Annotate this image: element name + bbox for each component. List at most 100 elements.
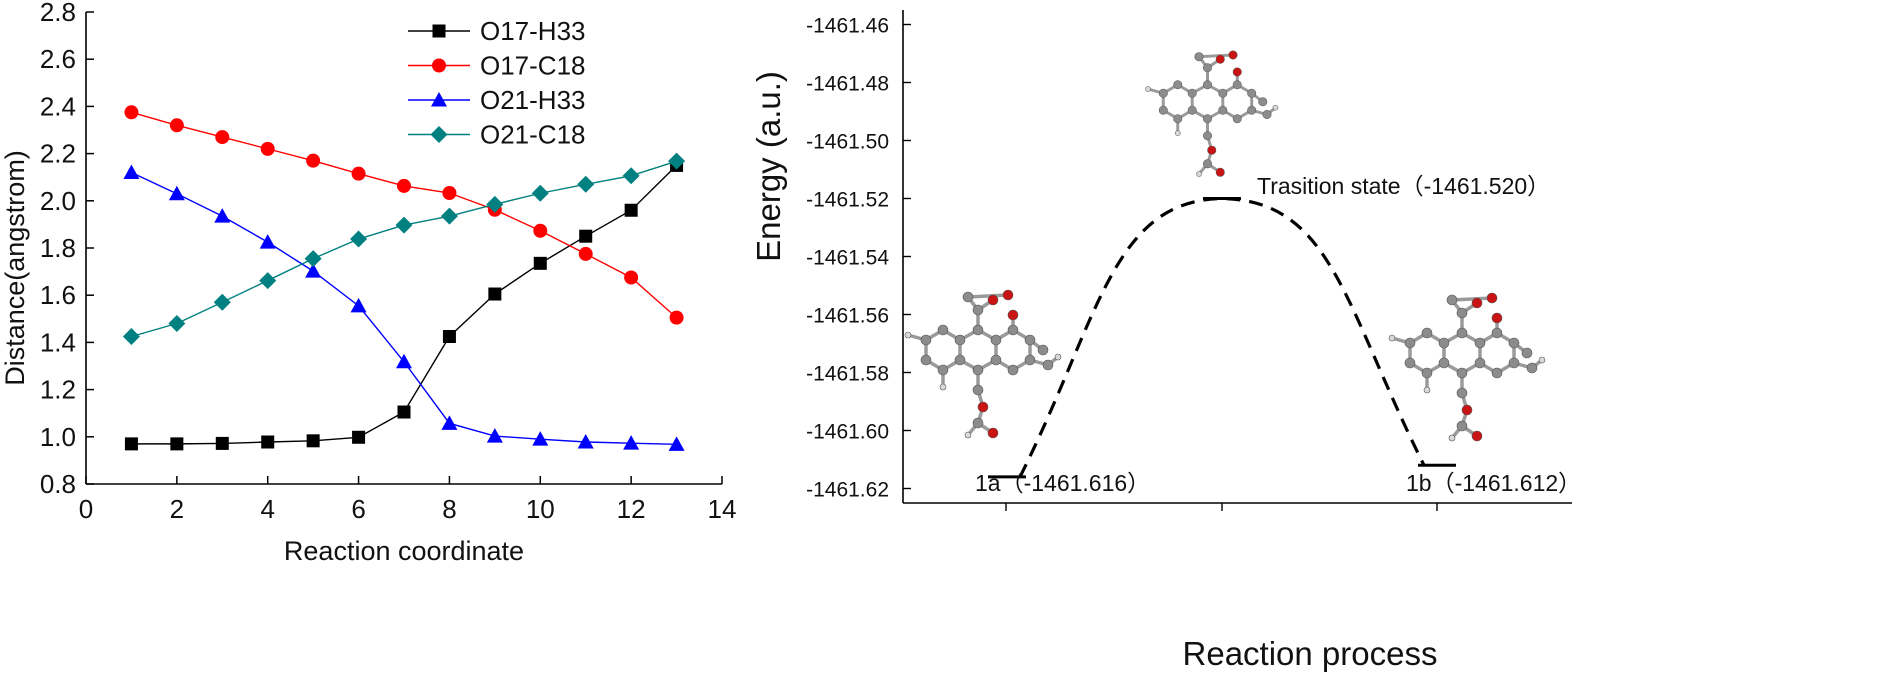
- carbon-atom: [1024, 334, 1036, 346]
- series-o21-h33: [123, 164, 685, 451]
- carbon-atom: [1421, 327, 1433, 339]
- data-point: [579, 229, 593, 243]
- carbon-atom: [1262, 109, 1272, 120]
- carbon-atom: [954, 354, 966, 366]
- data-point: [352, 430, 366, 444]
- carbon-atom: [1173, 80, 1183, 90]
- carbon-atom: [1218, 88, 1228, 98]
- carbon-atom: [1456, 367, 1468, 379]
- y-tick-label: 1.0: [40, 422, 76, 452]
- molecule-1b: [1388, 292, 1546, 442]
- carbon-atom: [1404, 337, 1416, 349]
- series-o21-c18: [122, 152, 686, 345]
- hydrogen-atom: [1538, 356, 1546, 364]
- distance-chart: 0.8 1.0 1.2 1.4 1.6 1.8 2.0 2.2 2.4 2.6 2.8 0 2 4 6 8 10…: [0, 0, 736, 566]
- data-point: [261, 435, 275, 449]
- data-point: [396, 353, 412, 369]
- molecule-1a: [904, 289, 1062, 439]
- carbon-atom: [1173, 114, 1183, 124]
- y-tick-label: 1.2: [40, 375, 76, 405]
- data-point: [215, 436, 229, 450]
- y-tick-label: -1461.62: [806, 479, 889, 502]
- carbon-atom: [1194, 52, 1204, 62]
- carbon-atom: [1258, 97, 1268, 107]
- carbon-atom: [1491, 367, 1503, 379]
- y-tick-label: -1461.58: [806, 363, 889, 386]
- data-point: [397, 178, 411, 193]
- y-tick-label: -1461.48: [806, 73, 889, 96]
- oxygen-atom: [1207, 145, 1217, 155]
- hydrogen-atom: [939, 383, 947, 391]
- carbon-atom: [1456, 307, 1468, 319]
- y-axis-title: Distance(angstrom): [0, 150, 30, 386]
- carbon-atom: [1042, 359, 1054, 371]
- y-tick-label: -1461.46: [806, 15, 889, 38]
- carbon-atom: [990, 354, 1002, 366]
- carbon-atom: [1491, 327, 1503, 339]
- y-tick-label: 2.4: [40, 91, 76, 121]
- data-point: [623, 435, 640, 450]
- carbon-atom: [1218, 105, 1228, 115]
- data-point: [122, 328, 140, 345]
- carbon-atom: [1508, 357, 1520, 369]
- bond: [1451, 296, 1493, 302]
- carbon-atom: [1521, 347, 1533, 359]
- x-axis-title: Reaction process: [1183, 635, 1438, 672]
- stage-label-transition-state: Trasition state（-1461.520）: [1257, 173, 1550, 199]
- x-tick-label: 4: [260, 494, 274, 524]
- hydrogen-atom: [1388, 334, 1396, 342]
- oxygen-atom: [1215, 167, 1225, 177]
- legend-label: O17-H33: [480, 16, 586, 46]
- carbon-atom: [1007, 364, 1019, 376]
- y-tick-label: -1461.54: [806, 247, 889, 270]
- data-point: [669, 310, 684, 325]
- data-point: [624, 203, 638, 217]
- carbon-atom: [1202, 80, 1213, 90]
- data-point: [395, 216, 413, 234]
- stage-label-1b: 1b（-1461.612）: [1406, 470, 1581, 496]
- data-point: [259, 272, 277, 290]
- y-tick-label: 1.8: [40, 233, 76, 263]
- oxygen-atom: [1486, 292, 1498, 304]
- oxygen-atom: [987, 427, 999, 439]
- y-tick-label: 1.4: [40, 327, 76, 357]
- oxygen-atom: [1007, 309, 1019, 321]
- y-tick-label: -1461.52: [806, 189, 889, 212]
- carbon-atom: [1456, 387, 1468, 399]
- data-point: [531, 184, 549, 202]
- data-point: [259, 234, 276, 249]
- data-point: [215, 130, 230, 145]
- x-tick-label: 6: [351, 494, 365, 524]
- data-point: [306, 434, 320, 448]
- data-point: [351, 166, 366, 181]
- data-point: [170, 437, 184, 451]
- bond: [967, 293, 1009, 299]
- carbon-atom: [1202, 159, 1213, 169]
- carbon-atom: [1456, 327, 1468, 339]
- series-o17-h33: [124, 158, 684, 451]
- series-line: [131, 111, 678, 319]
- legend-marker: [430, 126, 448, 143]
- legend-marker: [432, 24, 446, 38]
- data-point: [397, 405, 411, 419]
- oxygen-atom: [1471, 297, 1483, 309]
- y-tick-label: -1461.60: [806, 421, 889, 444]
- carbon-atom: [1438, 337, 1450, 349]
- data-point: [213, 293, 231, 311]
- hydrogen-atom: [1145, 86, 1151, 92]
- hydrogen-atom: [1054, 353, 1062, 361]
- x-axis-title: Reaction coordinate: [284, 536, 524, 566]
- carbon-atom: [1438, 357, 1450, 369]
- oxygen-atom: [1002, 289, 1014, 301]
- oxygen-atom: [1461, 404, 1473, 416]
- data-point: [124, 105, 139, 120]
- data-point: [168, 185, 185, 201]
- carbon-atom: [972, 324, 984, 336]
- carbon-atom: [972, 384, 984, 396]
- data-point: [124, 437, 138, 451]
- y-tick-label: 2.0: [40, 186, 76, 216]
- y-tick-label: -1461.56: [806, 305, 889, 328]
- data-point: [668, 152, 686, 170]
- carbon-atom: [1202, 114, 1213, 124]
- carbon-atom: [1508, 337, 1520, 349]
